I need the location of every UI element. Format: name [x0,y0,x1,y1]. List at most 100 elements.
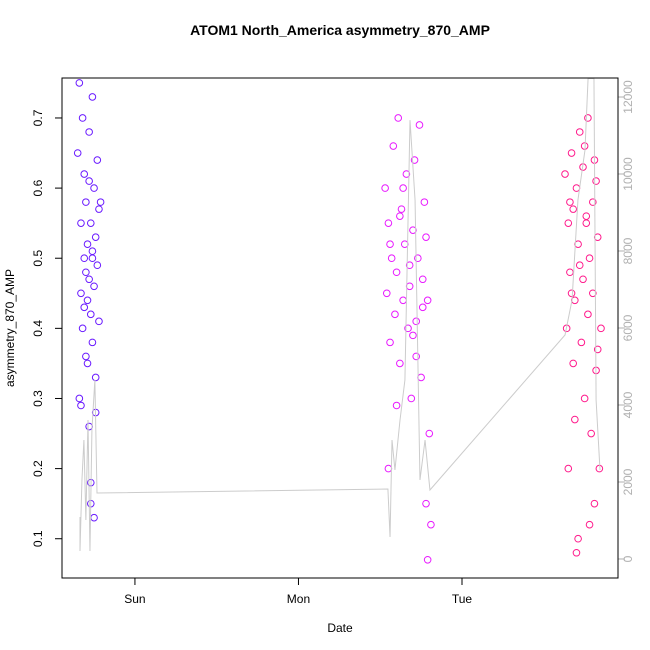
point [572,548,581,557]
point [585,254,594,263]
y-tick-label: 0.1 [31,530,45,547]
point [82,198,90,206]
point [96,198,105,206]
point [394,114,403,122]
point [88,247,97,256]
point [412,317,421,326]
point [427,520,435,529]
point [75,394,84,403]
x-tick-label: Mon [287,592,310,606]
point [404,324,412,333]
point [90,282,98,291]
point [580,394,589,403]
point [85,275,93,284]
point [93,156,102,164]
point [571,415,579,424]
point [420,198,429,206]
point [392,401,401,410]
point [590,499,599,508]
point [78,324,87,333]
point [73,149,82,157]
point [80,170,89,178]
point [564,464,573,473]
point [575,128,584,136]
point [88,338,97,347]
point [77,219,85,227]
point [561,170,569,178]
point [75,79,84,87]
point [582,212,591,220]
point [405,261,414,270]
point [91,373,100,382]
y-tick-label: 0.7 [31,109,45,126]
point [579,275,587,284]
point [382,289,391,298]
point [386,240,394,248]
point [396,359,404,368]
point [415,121,424,129]
point [80,254,89,263]
point [423,555,432,564]
point [392,268,401,277]
y-tick-label: 0.5 [31,250,45,267]
point [422,499,430,508]
point [85,177,93,185]
point [83,359,92,368]
point [386,338,394,347]
point [402,170,411,178]
point [78,114,87,122]
point [567,149,576,157]
point [80,303,89,312]
point [93,261,102,270]
point [418,303,427,312]
point [587,429,595,438]
line [79,78,601,551]
x-axis-label: Date [327,621,353,635]
y-tick-label: 0.4 [31,320,45,337]
y2-tick-label: 4000 [621,391,635,418]
point [82,352,90,361]
point [574,240,582,248]
point [585,520,594,529]
y-tick-label: 0.6 [31,179,45,196]
point [86,219,95,227]
point [86,310,95,319]
y2-tick-label: 12000 [621,80,635,114]
point [85,128,93,136]
point [396,212,404,220]
point [593,233,602,241]
point [407,394,416,403]
point [592,177,600,185]
point [95,317,103,326]
point [399,184,407,192]
point [569,205,577,213]
point [83,240,92,248]
y2-tick-label: 0 [621,555,635,562]
point [584,310,592,319]
point [567,289,576,298]
y2-tick-label: 8000 [621,237,635,264]
x-tick-label: Tue [452,592,473,606]
point [584,114,592,122]
point [412,352,421,361]
point [409,226,417,234]
point [589,289,597,298]
point [384,219,393,227]
point [90,184,98,192]
point [569,359,577,368]
chart-title: ATOM1 North_America asymmetry_870_AMP [190,22,490,38]
point [389,142,398,150]
point [409,331,417,340]
point [83,296,92,305]
point [422,233,430,241]
point [423,296,432,305]
point [577,338,586,347]
point [593,345,602,354]
point [397,205,406,213]
point [414,254,422,263]
point [381,184,389,192]
point [425,429,434,438]
